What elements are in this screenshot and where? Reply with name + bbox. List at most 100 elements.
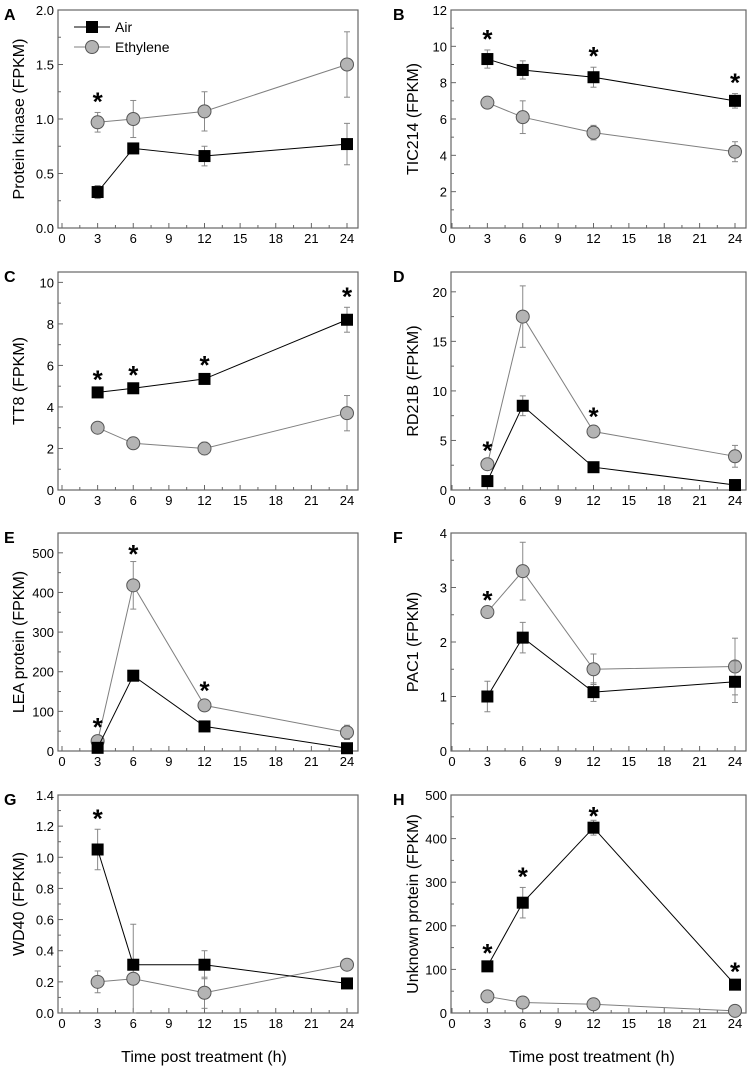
panel-letter: H — [393, 792, 405, 809]
y-tick-label: 6 — [440, 112, 447, 127]
ethylene-marker — [515, 309, 530, 324]
y-tick-label: 3 — [440, 581, 447, 596]
air-marker — [481, 53, 494, 66]
x-tick-label: 18 — [657, 754, 671, 769]
x-tick-label: 24 — [728, 754, 742, 769]
air-marker — [516, 896, 529, 909]
panel-e: E LEA protein (FPKM) 0 3 6 9 12 15 18 21 24 0 100 200… — [4, 530, 359, 769]
x-tick-label: 0 — [448, 493, 455, 508]
y-tick-label: 8 — [47, 317, 54, 332]
x-tick-label: 21 — [692, 754, 706, 769]
panel-d: D RD21B (FPKM) 0 3 6 9 12 15 18 21 24 0 5 10 15 20 * * — [393, 269, 747, 508]
ethylene-marker — [728, 1003, 742, 1018]
air-line — [97, 319, 348, 393]
ethylene-marker — [728, 449, 742, 464]
ethylene-marker — [197, 441, 212, 456]
x-tick-label: 6 — [130, 754, 137, 769]
legend-ethylene-label: Ethylene — [115, 39, 170, 55]
y-tick-label: 2.0 — [36, 3, 54, 18]
x-tick-label: 21 — [692, 231, 706, 246]
y-tick-label: 400 — [425, 832, 447, 847]
y-axis-label: RD21B (FPKM) — [405, 325, 422, 436]
air-marker — [91, 186, 104, 199]
significance-star: * — [128, 539, 139, 569]
y-tick-label: 2 — [440, 185, 447, 200]
y-tick-label: 300 — [32, 625, 54, 640]
x-tick-label: 12 — [197, 493, 211, 508]
significance-star: * — [199, 675, 210, 705]
ethylene-line — [486, 315, 736, 465]
x-tick-label: 6 — [519, 493, 526, 508]
x-tick-label: 18 — [269, 754, 283, 769]
y-tick-label: 8 — [440, 76, 447, 91]
y-tick-label: 1.2 — [36, 819, 54, 834]
y-tick-label: 20 — [433, 285, 447, 300]
ethylene-marker — [126, 436, 141, 451]
plot-frame — [450, 532, 747, 752]
significance-star: * — [730, 68, 741, 98]
y-tick-label: 1 — [440, 690, 447, 705]
x-tick-label: 15 — [233, 754, 247, 769]
air-line — [97, 849, 348, 984]
plot-frame — [57, 532, 359, 752]
panel-letter: B — [393, 7, 405, 24]
y-tick-label: 4 — [47, 400, 54, 415]
x-tick-label: 0 — [58, 493, 65, 508]
ethylene-marker — [586, 125, 601, 140]
x-axis-title-right: Time post treatment (h) — [509, 1049, 675, 1066]
y-tick-label: 12 — [433, 3, 447, 18]
air-marker — [91, 741, 104, 754]
x-tick-label: 24 — [728, 231, 742, 246]
x-tick-label: 15 — [622, 1016, 636, 1031]
ethylene-marker — [586, 997, 601, 1012]
x-tick-label: 12 — [586, 493, 600, 508]
y-axis-label: TIC214 (FPKM) — [405, 63, 422, 175]
air-marker — [516, 631, 529, 644]
ethylene-marker — [340, 957, 354, 972]
panel-a: A Protein kinase (FPKM) 0 3 6 9 12 15 18 21 24 0.0 0… — [4, 3, 359, 246]
air-marker — [729, 479, 741, 492]
ethylene-marker — [90, 115, 105, 130]
x-tick-label: 3 — [94, 231, 101, 246]
air-marker — [481, 690, 494, 703]
y-tick-label: 200 — [32, 665, 54, 680]
ethylene-marker — [515, 995, 530, 1010]
ethylene-marker — [340, 406, 354, 421]
y-tick-label: 0 — [440, 1006, 447, 1021]
air-marker — [198, 958, 211, 971]
ethylene-marker — [197, 698, 212, 713]
panel-letter: A — [4, 7, 16, 24]
panel-letter: E — [4, 530, 15, 547]
x-tick-label: 0 — [58, 1016, 65, 1031]
y-tick-label: 1.5 — [36, 58, 54, 73]
x-tick-label: 15 — [622, 754, 636, 769]
air-marker — [341, 313, 353, 326]
air-line — [486, 636, 736, 697]
y-tick-label: 500 — [32, 546, 54, 561]
air-line — [97, 143, 348, 193]
ethylene-marker — [728, 144, 742, 159]
ethylene-marker — [586, 424, 601, 439]
significance-star: * — [93, 712, 104, 742]
y-axis-label: WD40 (FPKM) — [11, 852, 28, 956]
air-marker — [198, 150, 211, 163]
y-tick-label: 100 — [425, 962, 447, 977]
x-tick-label: 9 — [165, 231, 172, 246]
legend-air-label: Air — [115, 19, 132, 35]
x-tick-label: 3 — [94, 493, 101, 508]
x-tick-label: 21 — [304, 754, 318, 769]
x-tick-label: 21 — [692, 493, 706, 508]
x-tick-label: 24 — [340, 754, 354, 769]
x-axis-title-left: Time post treatment (h) — [121, 1049, 287, 1066]
y-tick-label: 1.0 — [36, 850, 54, 865]
y-tick-label: 10 — [433, 39, 447, 54]
x-tick-label: 24 — [728, 493, 742, 508]
air-marker — [516, 63, 529, 76]
significance-star: * — [588, 402, 599, 432]
x-tick-label: 18 — [657, 493, 671, 508]
y-axis-label: PAC1 (FPKM) — [405, 592, 422, 692]
y-tick-label: 0.0 — [36, 221, 54, 236]
air-marker — [91, 386, 104, 399]
y-tick-label: 4 — [440, 526, 447, 541]
